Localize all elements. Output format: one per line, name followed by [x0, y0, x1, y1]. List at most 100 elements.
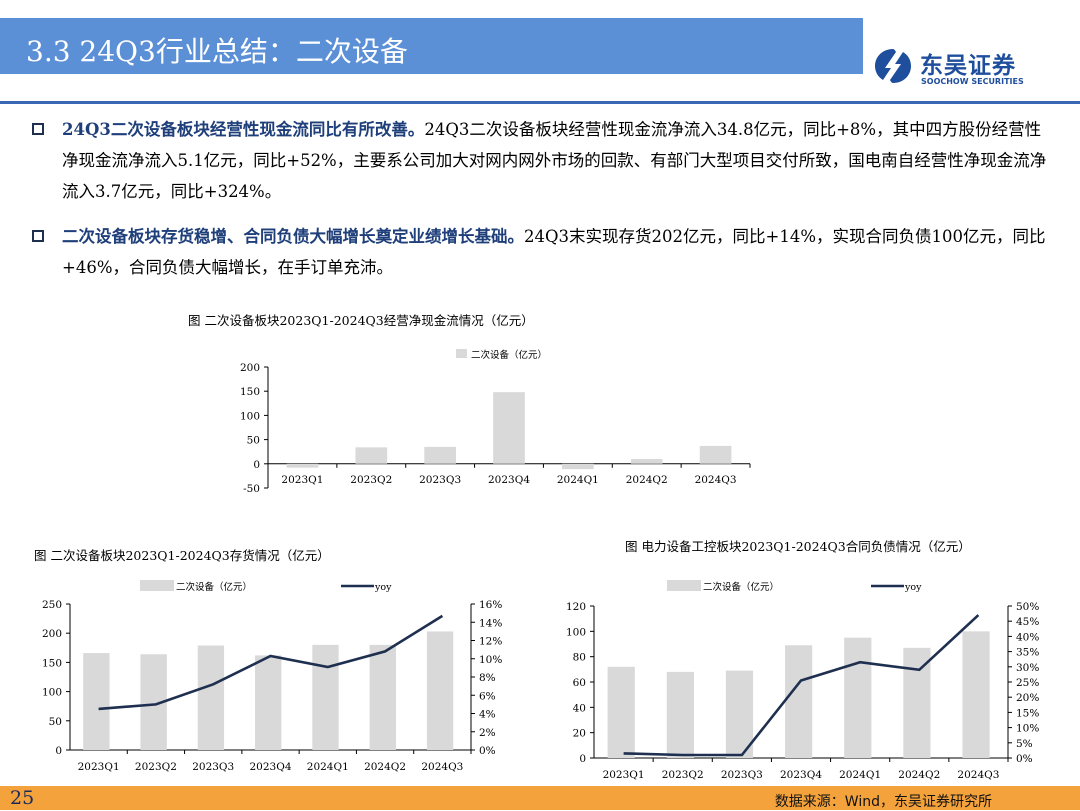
right-tick-label: 0% [479, 745, 496, 757]
bar [666, 671, 694, 758]
left-tick-label: 150 [42, 657, 62, 669]
bar [607, 666, 635, 758]
bullet-cashflow-text: 24Q3二次设备板块经营性现金流净流入34.8亿元，同比+8%，其中四方股份经营… [62, 120, 1047, 201]
left-tick-label: 250 [42, 599, 62, 611]
bar [255, 655, 282, 750]
legend-swatch [456, 349, 467, 358]
bar [699, 445, 732, 464]
x-tick-label: 2024Q1 [557, 474, 599, 486]
square-bullet-icon [32, 123, 44, 135]
y-tick-label: 0 [253, 459, 260, 471]
left-tick-label: 120 [566, 601, 586, 613]
title-bar [0, 18, 863, 74]
legend-label: 二次设备（亿元） [471, 349, 547, 361]
right-tick-label: 25% [1016, 677, 1039, 689]
bar [562, 463, 594, 470]
left-tick-label: 0 [55, 745, 62, 757]
bar [962, 631, 990, 758]
x-tick-label: 2023Q4 [488, 474, 530, 486]
right-tick-label: 14% [479, 617, 502, 629]
right-tick-label: 5% [1016, 738, 1033, 750]
y-tick-label: 200 [240, 362, 260, 374]
x-tick-label: 2024Q2 [364, 761, 406, 773]
bar [493, 392, 525, 464]
x-tick-label: 2024Q2 [626, 474, 668, 486]
bar [83, 653, 110, 750]
chart-cashflow: -50 0 50 100 150 200 2023Q1 2023Q2 2023Q3 2023Q4 2… [240, 349, 751, 495]
legend-bar-swatch [667, 580, 701, 591]
bar [630, 458, 663, 464]
bullet-inventory-headline: 二次设备板块存货稳增、合同负债大幅增长奠定业绩增长基础。 [62, 227, 524, 246]
bar [903, 647, 931, 758]
bar [286, 463, 319, 468]
right-tick-label: 16% [479, 599, 502, 611]
right-tick-label: 0% [1016, 753, 1033, 765]
logo-subtitle: SOOCHOW SECURITIES [921, 77, 1024, 86]
yoy-line [98, 614, 444, 711]
right-tick-label: 10% [1016, 723, 1039, 735]
page-title: 3.3 24Q3行业总结：二次设备 [26, 35, 408, 68]
bullet-inventory: 二次设备板块存货稳增、合同负债大幅增长奠定业绩增长基础。24Q3末实现存货202… [32, 221, 1052, 283]
x-tick-label: 2023Q2 [135, 761, 177, 773]
x-tick-label: 2023Q1 [78, 761, 120, 773]
chart-cashflow-title: 图 二次设备板块2023Q1-2024Q3经营净现金流情况（亿元） [188, 313, 534, 328]
x-tick-label: 2023Q4 [780, 769, 822, 781]
right-tick-label: 30% [1016, 662, 1039, 674]
x-tick-label: 2023Q1 [281, 474, 323, 486]
bar [197, 645, 225, 750]
legend-bar-label: 二次设备（亿元） [703, 581, 779, 593]
bar [785, 645, 813, 758]
x-tick-label: 2023Q3 [192, 761, 234, 773]
y-tick-label: 150 [240, 386, 260, 398]
header-rule [0, 101, 1080, 104]
left-tick-label: 0 [579, 753, 586, 765]
bar [355, 447, 388, 464]
x-tick-label: 2023Q2 [350, 474, 392, 486]
bar [426, 631, 454, 750]
logo-mark-icon [875, 49, 911, 83]
brand-logo: 东吴证券 SOOCHOW SECURITIES [872, 46, 1072, 86]
yoy-line [623, 614, 980, 757]
right-tick-label: 35% [1016, 647, 1039, 659]
chart-inventory: 0 50 100 150 200 250 0% 2% 4% 6% 8% 10% 12% 14% 16% 202… [42, 580, 502, 773]
bar [725, 670, 754, 758]
page-number: 25 [10, 787, 35, 809]
chart-liability: 0 20 40 60 80 100 120 0% 5% 10% 15% 20% 25% 30% 35% 40%… [566, 580, 1039, 781]
x-tick-label: 2023Q2 [662, 769, 704, 781]
right-tick-label: 6% [479, 690, 496, 702]
chart-inventory-title: 图 二次设备板块2023Q1-2024Q3存货情况（亿元） [34, 548, 330, 563]
x-tick-label: 2023Q4 [249, 761, 291, 773]
right-tick-label: 2% [479, 727, 496, 739]
legend-bar-swatch [140, 580, 174, 591]
left-tick-label: 100 [566, 626, 586, 638]
left-tick-label: 200 [42, 628, 62, 640]
bullet-inventory-text: 24Q3末实现存货202亿元，同比+14%，实现合同负债100亿元，同比+46%… [62, 227, 1046, 277]
left-tick-label: 80 [573, 652, 586, 664]
right-tick-label: 45% [1016, 616, 1039, 628]
legend-bar-label: 二次设备（亿元） [176, 581, 252, 593]
logo-name: 东吴证券 [920, 53, 1016, 79]
bar [312, 644, 339, 750]
left-tick-label: 60 [573, 677, 586, 689]
left-tick-label: 100 [42, 687, 62, 699]
left-tick-label: 50 [49, 716, 62, 728]
x-tick-label: 2024Q3 [695, 474, 737, 486]
legend-line-label: yoy [374, 582, 392, 593]
x-tick-label: 2023Q1 [603, 769, 645, 781]
x-tick-label: 2024Q2 [898, 769, 940, 781]
y-tick-label: 100 [240, 410, 260, 422]
x-tick-label: 2024Q3 [957, 769, 999, 781]
right-tick-label: 10% [479, 654, 502, 666]
legend-line-label: yoy [904, 582, 922, 593]
right-tick-label: 20% [1016, 692, 1039, 704]
right-tick-label: 8% [479, 672, 496, 684]
left-tick-label: 20 [573, 728, 586, 740]
data-source: 数据来源：Wind，东吴证券研究所 [774, 794, 992, 810]
y-tick-label: -50 [243, 483, 260, 495]
right-tick-label: 15% [1016, 707, 1039, 719]
y-tick-label: 50 [247, 435, 260, 447]
bar [424, 446, 456, 464]
chart-liability-title: 图 电力设备工控板块2023Q1-2024Q3合同负债情况（亿元） [625, 539, 971, 554]
x-tick-label: 2024Q1 [307, 761, 349, 773]
right-tick-label: 4% [479, 709, 496, 721]
